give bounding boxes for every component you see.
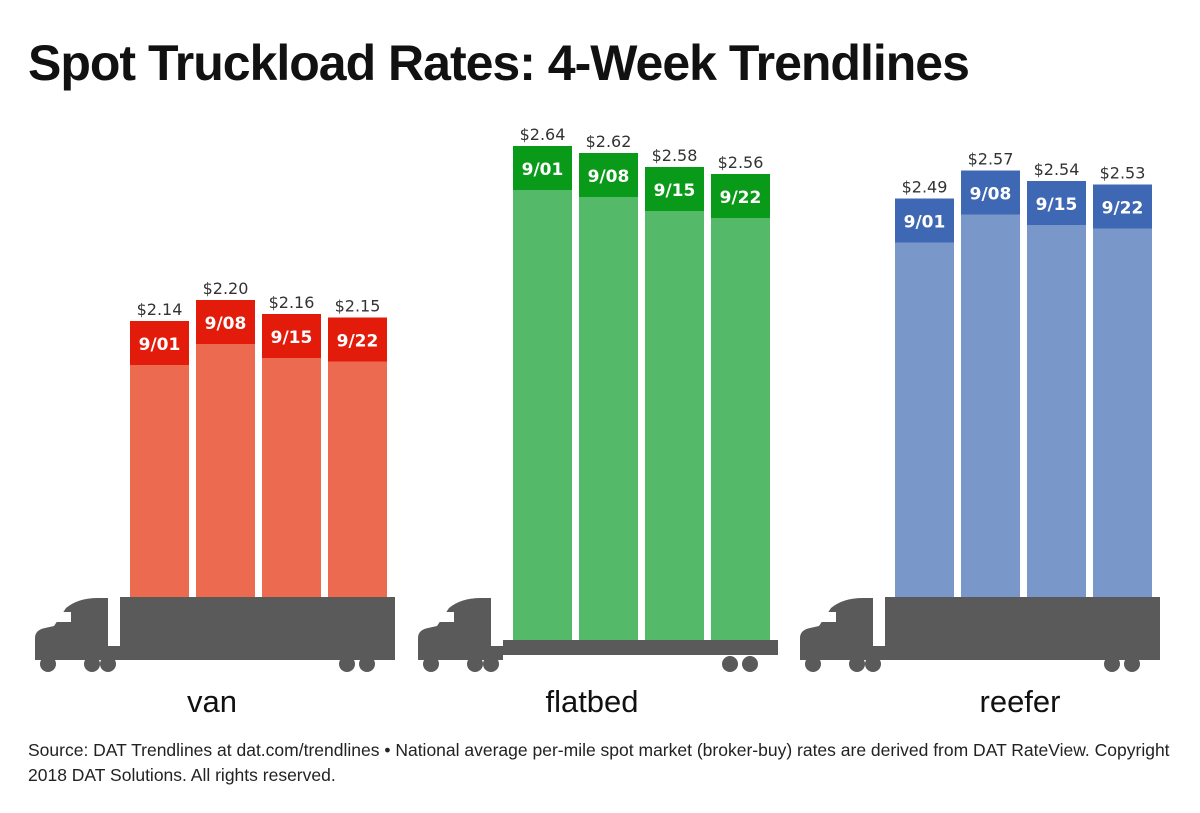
date-label: 9/08 bbox=[588, 167, 630, 187]
value-label: $2.53 bbox=[1100, 164, 1146, 183]
bar-date-box bbox=[196, 300, 255, 344]
value-label: $2.54 bbox=[1034, 160, 1080, 179]
bar bbox=[579, 153, 638, 640]
cab-window bbox=[439, 612, 454, 622]
value-label: $2.62 bbox=[586, 132, 632, 151]
date-label: 9/15 bbox=[654, 181, 696, 201]
bar bbox=[961, 170, 1020, 640]
wheel bbox=[100, 656, 116, 672]
group-flatbed: 9/01 $2.64 9/08 $2.62 9/15 $2.58 9/22 $2.56 flat… bbox=[418, 125, 778, 719]
value-label: $2.56 bbox=[718, 153, 764, 172]
wheel bbox=[359, 656, 375, 672]
date-label: 9/08 bbox=[970, 185, 1012, 205]
bar-date-box bbox=[262, 314, 321, 358]
wheel bbox=[742, 656, 758, 672]
group-reefer: 9/01 $2.49 9/08 $2.57 9/15 $2.54 9/22 $2.53 reef… bbox=[800, 150, 1160, 719]
date-label: 9/22 bbox=[337, 332, 379, 352]
bar bbox=[196, 300, 255, 640]
van-truck-icon bbox=[35, 597, 395, 672]
wheel bbox=[423, 656, 439, 672]
truck-cab bbox=[800, 598, 885, 660]
value-label: $2.14 bbox=[137, 300, 183, 319]
date-label: 9/01 bbox=[904, 213, 946, 233]
bar-date-box bbox=[711, 174, 770, 218]
cab-window bbox=[56, 612, 71, 622]
wheel bbox=[40, 656, 56, 672]
group-van: 9/01 $2.14 9/08 $2.20 9/15 $2.16 9/22 $2.15 van bbox=[35, 279, 395, 719]
category-label: flatbed bbox=[545, 684, 638, 719]
wheel bbox=[805, 656, 821, 672]
value-label: $2.57 bbox=[968, 150, 1014, 169]
wheel bbox=[84, 656, 100, 672]
wheel bbox=[467, 656, 483, 672]
bar bbox=[513, 146, 572, 640]
bar-date-box bbox=[1027, 181, 1086, 225]
bar bbox=[1027, 181, 1086, 640]
date-label: 9/15 bbox=[1036, 195, 1078, 215]
bar-date-box bbox=[579, 153, 638, 197]
bar bbox=[130, 321, 189, 640]
bar-date-box bbox=[513, 146, 572, 190]
value-label: $2.20 bbox=[203, 279, 249, 298]
chart-title: Spot Truckload Rates: 4-Week Trendlines bbox=[28, 35, 970, 91]
date-label: 9/08 bbox=[205, 314, 247, 334]
category-label: reefer bbox=[980, 684, 1061, 719]
van-truck-icon bbox=[800, 597, 1160, 672]
wheel bbox=[1104, 656, 1120, 672]
bar bbox=[262, 314, 321, 640]
flatbed-truck-icon bbox=[418, 598, 778, 672]
date-label: 9/15 bbox=[271, 328, 313, 348]
cab-window bbox=[821, 612, 836, 622]
date-label: 9/01 bbox=[139, 335, 181, 355]
value-label: $2.64 bbox=[520, 125, 566, 144]
value-label: $2.15 bbox=[335, 297, 381, 316]
truck-cab bbox=[418, 598, 503, 660]
wheel bbox=[849, 656, 865, 672]
trailer bbox=[120, 597, 395, 660]
value-label: $2.16 bbox=[269, 293, 315, 312]
bar-date-box bbox=[1093, 184, 1152, 229]
wheel bbox=[483, 656, 499, 672]
flatbed-deck bbox=[503, 640, 778, 655]
bar-date-box bbox=[130, 321, 189, 365]
bar bbox=[1093, 184, 1152, 640]
date-label: 9/22 bbox=[1102, 199, 1144, 219]
value-label: $2.58 bbox=[652, 146, 698, 165]
bar-date-box bbox=[895, 198, 954, 243]
wheel bbox=[339, 656, 355, 672]
source-note: Source: DAT Trendlines at dat.com/trendl… bbox=[28, 740, 1170, 785]
bar-date-box bbox=[645, 167, 704, 211]
bar bbox=[645, 167, 704, 640]
bar bbox=[328, 317, 387, 640]
truck-cab bbox=[35, 598, 120, 660]
date-label: 9/22 bbox=[720, 188, 762, 208]
category-label: van bbox=[187, 684, 237, 719]
wheel bbox=[1124, 656, 1140, 672]
wheel bbox=[865, 656, 881, 672]
value-label: $2.49 bbox=[902, 178, 948, 197]
trailer bbox=[885, 597, 1160, 660]
bar bbox=[895, 198, 954, 640]
date-label: 9/01 bbox=[522, 160, 564, 180]
bar-date-box bbox=[961, 170, 1020, 215]
bar bbox=[711, 174, 770, 640]
bar-date-box bbox=[328, 317, 387, 362]
wheel bbox=[722, 656, 738, 672]
